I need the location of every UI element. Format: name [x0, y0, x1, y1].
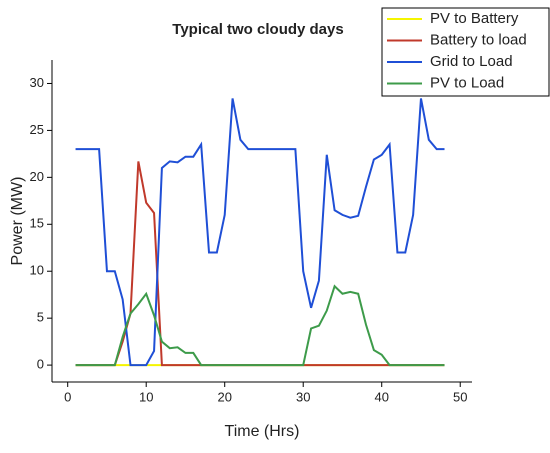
x-axis-label: Time (Hrs): [225, 423, 300, 440]
x-tick-label: 40: [374, 389, 388, 404]
x-tick-label: 50: [453, 389, 467, 404]
x-tick-label: 0: [64, 389, 71, 404]
y-tick-label: 15: [30, 216, 44, 231]
y-axis-label: Power (MW): [9, 177, 26, 266]
y-tick-label: 0: [37, 357, 44, 372]
x-tick-label: 20: [217, 389, 231, 404]
chart-title: Typical two cloudy days: [172, 21, 343, 38]
legend-label: Grid to Load: [430, 53, 513, 70]
legend-label: Battery to load: [430, 31, 527, 48]
series-line: [75, 161, 445, 367]
x-tick-label: 10: [139, 389, 153, 404]
legend-label: PV to Battery: [430, 10, 519, 27]
y-tick-label: 10: [30, 263, 44, 278]
y-tick-label: 20: [30, 169, 44, 184]
y-tick-label: 25: [30, 122, 44, 137]
y-tick-label: 30: [30, 75, 44, 90]
series-line: [75, 284, 445, 367]
legend-box: [381, 7, 550, 97]
series-line: [75, 98, 445, 367]
x-tick-label: 30: [296, 389, 310, 404]
y-tick-label: 5: [37, 310, 44, 325]
legend-label: PV to Load: [430, 74, 504, 91]
